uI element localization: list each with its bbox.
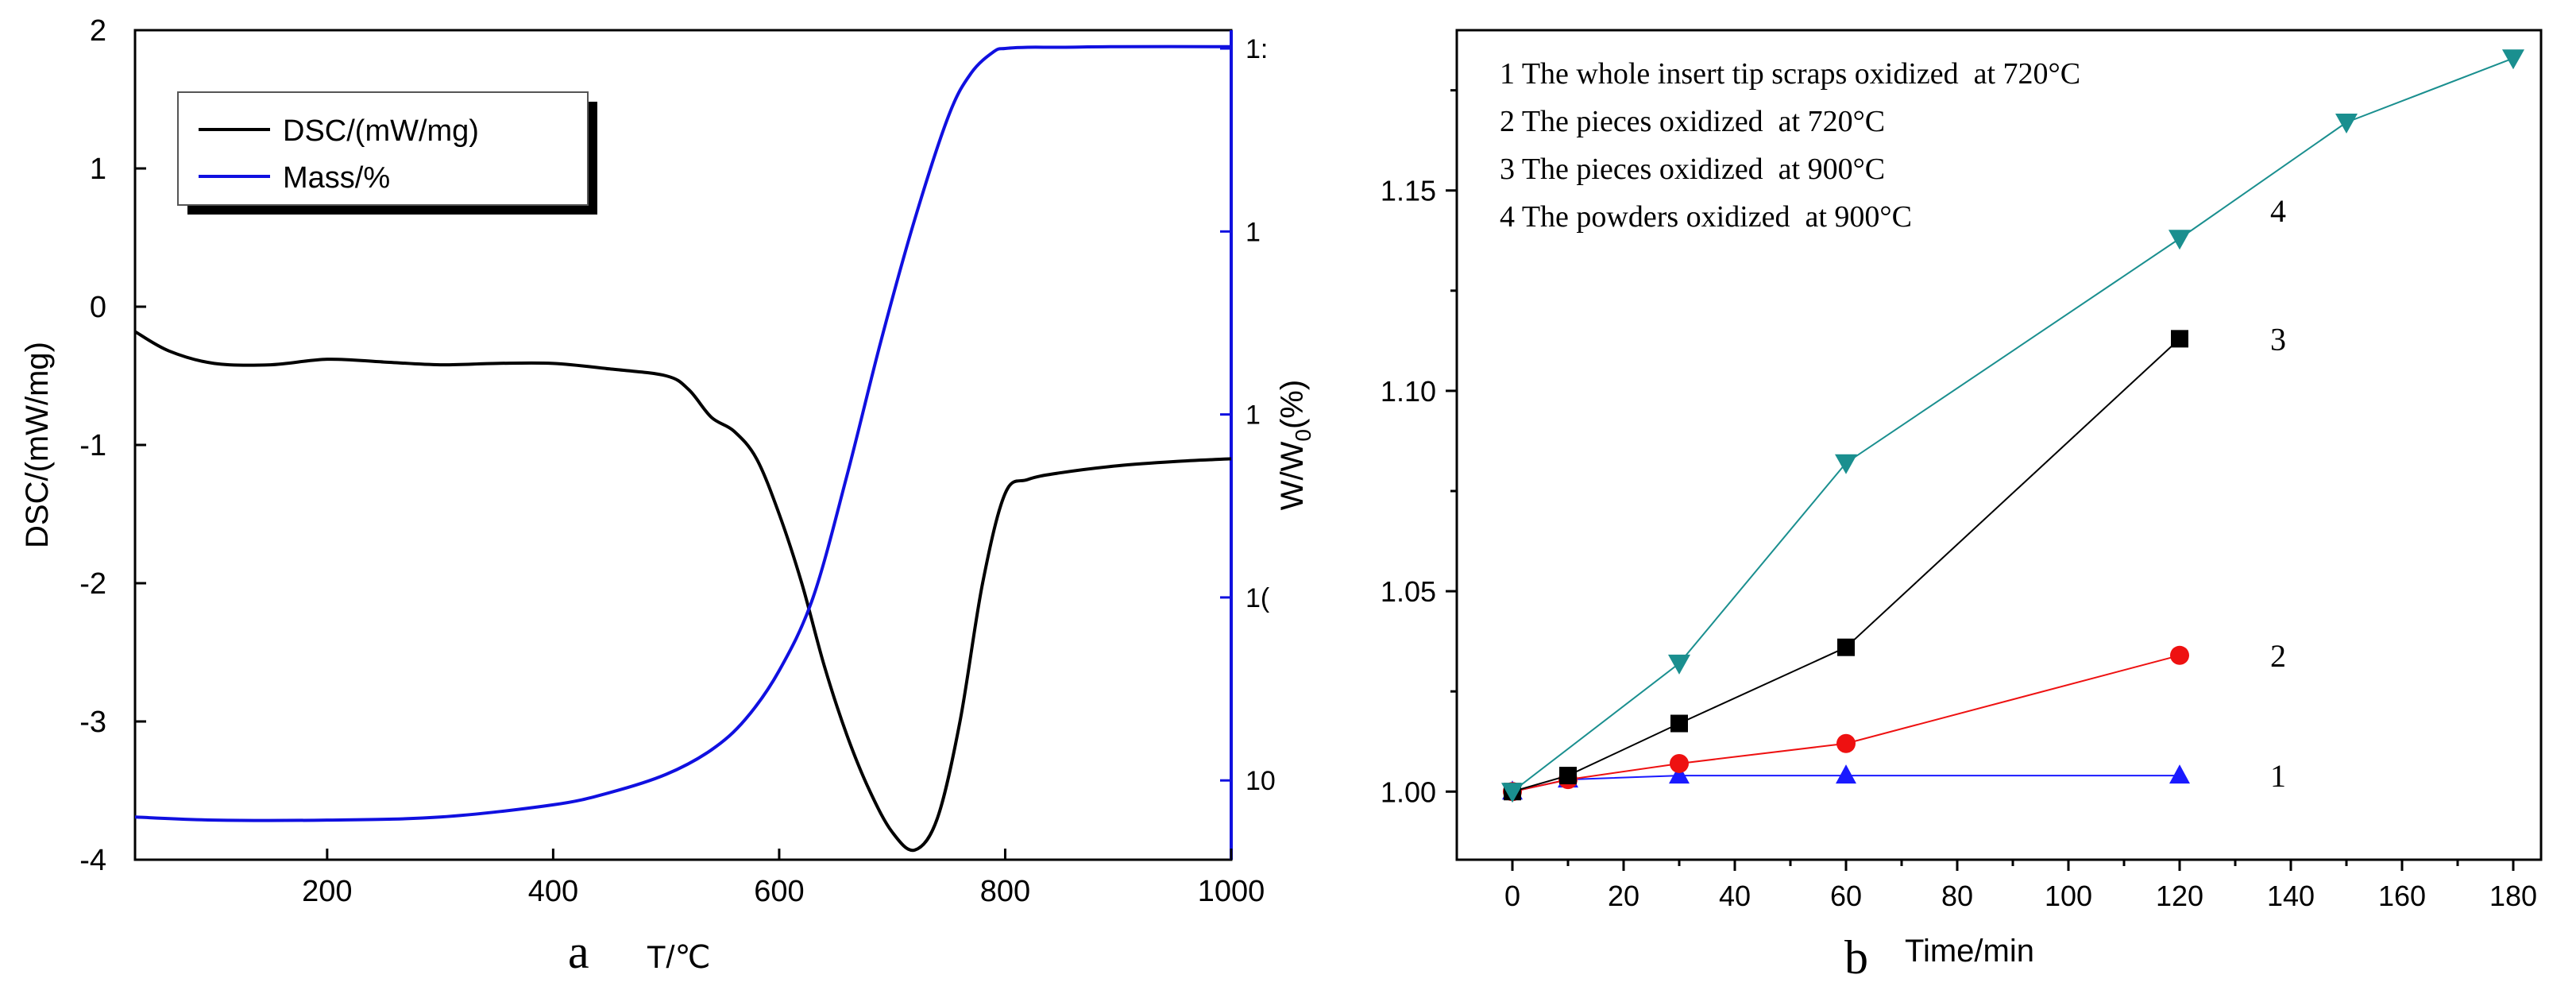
panel-a-right-y-tick-label: 1 [1246, 217, 1261, 247]
ylabel-right-main: W/W [1275, 441, 1310, 510]
ylabel-right-sub: 0 [1291, 429, 1315, 442]
panel-b-series-4-line [1512, 57, 2514, 793]
panel-b-y-tick-label: 1.05 [1381, 575, 1436, 608]
panel-a-dsc-tga-chart: 200 400 600 800 1000 -4 -3 -2 -1 0 1 2 10 1( 1 1 1: DS… [20, 14, 1315, 978]
panel-b-y-tick-label: 1.15 [1381, 175, 1436, 207]
panel-b-x-tick-label: 180 [2489, 880, 2537, 912]
panel-a-x-tick-label: 400 [528, 875, 578, 908]
panel-a-right-y-tick-label: 1: [1246, 34, 1268, 64]
panel-a-right-y-ticks: 10 1( 1 1 1: [1220, 34, 1276, 796]
panel-a-series-mass-line [134, 44, 1232, 822]
panel-a-right-y-axis-label: W/W0(%) [1275, 380, 1315, 510]
panel-b-series-4-label: 4 [2270, 193, 2286, 229]
panel-b-x-tick-label: 20 [1608, 880, 1639, 912]
panel-b-plot-frame [1455, 29, 2543, 861]
legend-label-dsc: DSC/(mW/mg) [283, 114, 479, 148]
panel-a-right-y-tick-label: 1 [1246, 400, 1261, 431]
panel-b-x-tick-label: 80 [1941, 880, 1973, 912]
panel-a-left-y-tick-label: 2 [90, 14, 106, 48]
panel-b-series-1-point [2169, 764, 2190, 784]
panel-b-series-2-point [1836, 733, 1856, 753]
panel-b-series-4-point [2335, 114, 2358, 133]
panel-a-right-y-tick-label: 1( [1246, 583, 1270, 613]
panel-b-x-tick-label: 120 [2156, 880, 2203, 912]
panel-b-x-tick-label: 60 [1830, 880, 1862, 912]
panel-b-series-1-point [1836, 764, 1856, 784]
panel-b-legend: 1 The whole insert tip scraps oxidized a… [1500, 57, 2080, 234]
panel-b-series-4-point [1501, 783, 1524, 803]
panel-b-series-2-label: 2 [2270, 638, 2286, 674]
ylabel-right-tail: (%) [1275, 380, 1310, 429]
panel-a-right-y-tick-label: 10 [1246, 766, 1276, 796]
panel-b-x-tick-label: 160 [2378, 880, 2426, 912]
panel-a-series [133, 44, 1232, 853]
panel-b-series-4-point [2502, 49, 2524, 70]
panel-b-series-3-point [2171, 330, 2188, 348]
panel-b-series-1-point [1669, 764, 1690, 784]
panel-b-series-3-point [1559, 767, 1577, 785]
panel-a-x-tick-label: 800 [980, 875, 1030, 908]
panel-b-y-ticks: 1.00 1.05 1.10 1.15 [1381, 89, 1457, 808]
panel-b-oxidation-chart: 0 20 40 60 80 100 120 140 160 180 1.00 1.05 1.10 1.1… [1381, 29, 2543, 984]
panel-a-x-axis-label: T/℃ [647, 940, 710, 975]
panel-a-left-y-tick-label: -3 [79, 706, 106, 739]
panel-b-y-tick-label: 1.00 [1381, 775, 1436, 808]
panel-b-series-4-point [2169, 230, 2191, 250]
panel-a-left-y-tick-label: -1 [79, 429, 106, 462]
panel-b-series-4-point [1668, 654, 1690, 675]
legend-box [177, 91, 589, 206]
panel-b-legend-item-1: 1 The whole insert tip scraps oxidized a… [1500, 57, 2080, 91]
panel-b-series-3-line [1512, 338, 2180, 793]
panel-b-legend-item-3: 3 The pieces oxidized at 900°C [1500, 153, 1885, 186]
panel-b-series [1501, 49, 2524, 803]
panel-b-x-tick-label: 100 [2045, 880, 2092, 912]
panel-a-left-y-tick-label: 1 [90, 153, 106, 186]
panel-a-label: a [568, 926, 589, 978]
panel-b-legend-item-4: 4 The powders oxidized at 900°C [1500, 200, 1912, 234]
panel-b-x-tick-label: 140 [2267, 880, 2315, 912]
panel-b-x-tick-label: 40 [1719, 880, 1751, 912]
panel-b-y-tick-label: 1.10 [1381, 375, 1436, 408]
panel-a-series-dsc-line [133, 330, 1232, 853]
panel-a-left-y-tick-label: 0 [90, 291, 106, 324]
panel-a-left-y-tick-label: -4 [79, 844, 106, 877]
panel-a-x-tick-label: 1000 [1198, 875, 1265, 908]
panel-b-series-3-point [1670, 714, 1688, 733]
panel-a-x-ticks: 200 400 600 800 1000 [302, 849, 1265, 908]
panel-b-series-3-point [1837, 638, 1855, 656]
panel-b-x-axis-label: Time/min [1905, 934, 2034, 969]
panel-b-series-3-label: 3 [2270, 321, 2286, 357]
panel-b-series-1-label: 1 [2270, 758, 2286, 794]
panel-a-left-y-tick-label: -2 [79, 567, 106, 601]
panel-b-series-2-point [1670, 753, 1689, 773]
panel-b-x-tick-label: 0 [1504, 880, 1520, 912]
panel-a-x-tick-label: 200 [302, 875, 352, 908]
panel-b-series-4-point [1835, 454, 1857, 474]
panel-b-x-ticks: 0 20 40 60 80 100 120 140 160 180 [1504, 860, 2537, 912]
panel-a-left-y-ticks: -4 -3 -2 -1 0 1 2 [79, 14, 146, 877]
panel-b-legend-item-2: 2 The pieces oxidized at 720°C [1500, 105, 1885, 138]
panel-a-legend: DSC/(mW/mg) Mass/% [177, 91, 597, 215]
panel-a-left-y-axis-label: DSC/(mW/mg) [20, 342, 55, 548]
panel-b-label: b [1844, 931, 1868, 984]
panel-b-series-2-point [2170, 645, 2189, 665]
panel-b-series-labels: 1 2 3 4 [2270, 193, 2286, 794]
panel-a-x-tick-label: 600 [754, 875, 804, 908]
legend-label-mass: Mass/% [283, 161, 390, 195]
